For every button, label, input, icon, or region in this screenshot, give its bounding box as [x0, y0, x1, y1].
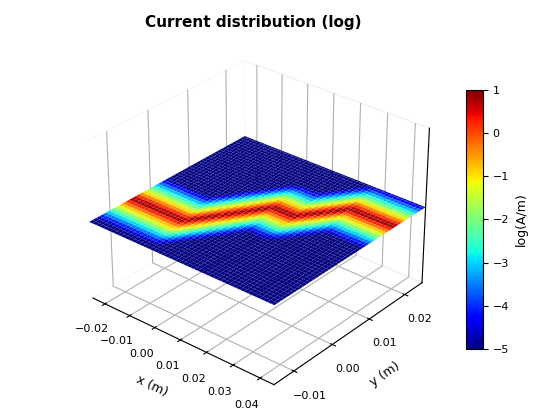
Title: Current distribution (log): Current distribution (log): [145, 15, 362, 30]
Y-axis label: y (m): y (m): [367, 360, 402, 389]
X-axis label: x (m): x (m): [134, 373, 170, 399]
Y-axis label: log(A/m): log(A/m): [515, 193, 528, 247]
